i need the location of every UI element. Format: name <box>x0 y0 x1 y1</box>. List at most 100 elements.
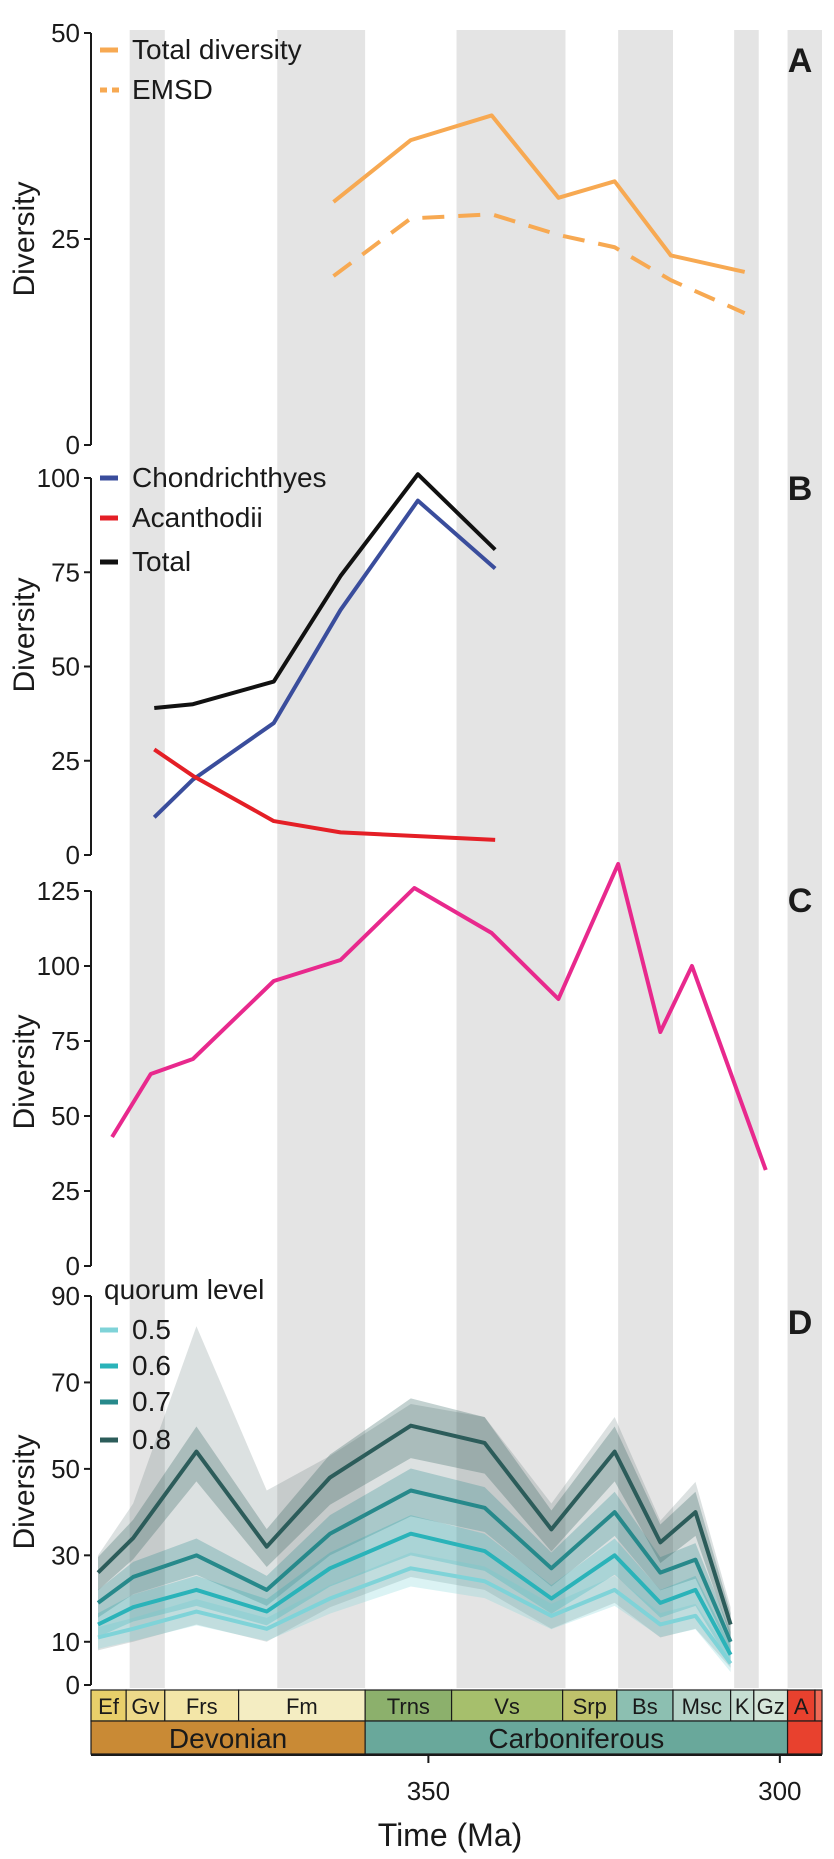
series-line-total-diversity <box>332 113 746 274</box>
stage-box <box>238 1689 366 1722</box>
panel-b: 0 25 50 75 100 Diversity B Chondrichthyes Ac… <box>8 462 812 870</box>
time-axis: 350 300 Time (Ma) <box>91 1754 822 1853</box>
panel-c-lines <box>110 862 768 1171</box>
panel-d-y-ticks: 0 10 30 50 70 90 <box>51 1281 91 1700</box>
stage-label: Trns <box>387 1694 430 1719</box>
stage-shade-1 <box>277 30 366 1688</box>
y-tick-label: 50 <box>51 1454 80 1484</box>
panel-a-legend: Total diversity EMSD <box>100 34 302 105</box>
y-tick-label: 30 <box>51 1540 80 1570</box>
stage-shade-5 <box>787 30 822 1688</box>
stage-box <box>616 1689 674 1722</box>
stage-shade-0 <box>129 30 165 1688</box>
panel-c: 0 25 50 75 100 125 Diversity C <box>8 862 813 1281</box>
panel-d-y-label: Diversity <box>8 1434 41 1549</box>
confidence-band-0.5 <box>98 1552 731 1673</box>
confidence-band-0.6 <box>98 1515 731 1665</box>
stage-box <box>814 1689 823 1722</box>
legend-label-emsd: EMSD <box>132 74 213 105</box>
stage-label: A <box>794 1694 809 1719</box>
legend-label-q08: 0.8 <box>132 1424 171 1455</box>
series-line-diversity <box>110 862 768 1171</box>
series-line-0-8 <box>96 1423 733 1626</box>
stage-shade-4 <box>734 30 759 1688</box>
period-label: Devonian <box>169 1723 287 1754</box>
stage-box <box>753 1689 789 1722</box>
y-tick-label: 75 <box>51 557 80 587</box>
legend-label-total: Total <box>132 546 191 577</box>
y-tick-label: 100 <box>37 463 80 493</box>
y-tick-label: 0 <box>66 430 80 460</box>
panel-b-letter: B <box>788 470 813 508</box>
stage-shading <box>129 30 822 1688</box>
legend-title-quorum-level: quorum level <box>104 1274 264 1305</box>
stage-label: Gv <box>131 1694 159 1719</box>
y-tick-label: 25 <box>51 1176 80 1206</box>
y-tick-label: 10 <box>51 1627 80 1657</box>
series-line-acanthodii <box>153 747 496 842</box>
panel-d-legend: quorum level 0.5 0.6 0.7 0.8 <box>100 1274 264 1455</box>
stage-shade-3 <box>618 30 673 1688</box>
stage-label: Vs <box>494 1694 520 1719</box>
panel-d-letter: D <box>788 1304 813 1342</box>
stage-box <box>164 1689 240 1722</box>
period-row: Devonian Carboniferous <box>90 1720 823 1755</box>
series-line-total <box>154 472 497 710</box>
legend-label-acanthodii: Acanthodii <box>132 502 263 533</box>
stage-box <box>125 1689 166 1722</box>
series-line-0-6 <box>97 1531 733 1656</box>
x-tick-label: 300 <box>758 1776 801 1806</box>
stage-label: K <box>735 1694 750 1719</box>
x-tick-label: 350 <box>407 1776 450 1806</box>
y-tick-label: 100 <box>37 951 80 981</box>
y-tick-label: 125 <box>37 876 80 906</box>
panel-c-y-label: Diversity <box>8 1014 41 1129</box>
time-axis-label: Time (Ma) <box>378 1817 523 1853</box>
panel-b-y-label: Diversity <box>8 577 41 692</box>
y-tick-label: 50 <box>51 1101 80 1131</box>
stage-label: Fm <box>286 1694 318 1719</box>
y-tick-label: 25 <box>51 224 80 254</box>
stage-row: Ef Gv Frs Fm Trns Vs Srp Bs Msc K Gz A <box>90 1689 823 1722</box>
stage-label: Msc <box>682 1694 722 1719</box>
panel-a-y-ticks: 0 25 50 <box>51 18 91 460</box>
stage-label: Gz <box>757 1694 785 1719</box>
stage-label: Bs <box>632 1694 658 1719</box>
series-line-0-7 <box>96 1488 733 1643</box>
panel-d-lines <box>96 1423 733 1665</box>
time-axis-ticks: 350 300 <box>407 1755 802 1806</box>
y-tick-label: 50 <box>51 652 80 682</box>
panel-b-lines <box>152 472 497 842</box>
legend-label-chondrichthyes: Chondrichthyes <box>132 462 327 493</box>
y-tick-label: 0 <box>66 840 80 870</box>
y-tick-label: 25 <box>51 746 80 776</box>
period-box <box>786 1720 823 1755</box>
stage-label: Frs <box>186 1694 218 1719</box>
legend-label-total-diversity: Total diversity <box>132 34 302 65</box>
panel-c-y-ticks: 0 25 50 75 100 125 <box>37 876 91 1281</box>
series-line-emsd <box>332 212 746 315</box>
panel-b-legend: Chondrichthyes Acanthodii Total <box>100 462 327 577</box>
panel-a-lines <box>332 113 746 315</box>
panel-d: 0 10 30 50 70 90 Diversity D quorum level 0.5… <box>8 1274 812 1700</box>
legend-label-q07: 0.7 <box>132 1386 171 1417</box>
period-label: Carboniferous <box>488 1723 664 1754</box>
panel-c-letter: C <box>788 882 813 920</box>
y-tick-label: 50 <box>51 18 80 48</box>
series-line-0-5 <box>97 1566 733 1665</box>
y-tick-label: 0 <box>66 1670 80 1700</box>
period-box <box>90 1720 366 1755</box>
panel-a: 0 25 50 Diversity A Total diversity EMSD <box>8 18 812 460</box>
y-tick-label: 75 <box>51 1026 80 1056</box>
stage-label: Ef <box>98 1694 120 1719</box>
confidence-band-0.8 <box>98 1398 731 1638</box>
y-tick-label: 90 <box>51 1281 80 1311</box>
legend-label-q05: 0.5 <box>132 1314 171 1345</box>
y-tick-label: 0 <box>66 1251 80 1281</box>
stage-shade-2 <box>456 30 566 1688</box>
panel-a-y-label: Diversity <box>8 181 41 296</box>
panel-b-y-ticks: 0 25 50 75 100 <box>37 463 91 870</box>
confidence-band-0.7 <box>98 1468 731 1653</box>
geologic-timescale: Ef Gv Frs Fm Trns Vs Srp Bs Msc K Gz A Devonian Carb… <box>90 1689 823 1755</box>
